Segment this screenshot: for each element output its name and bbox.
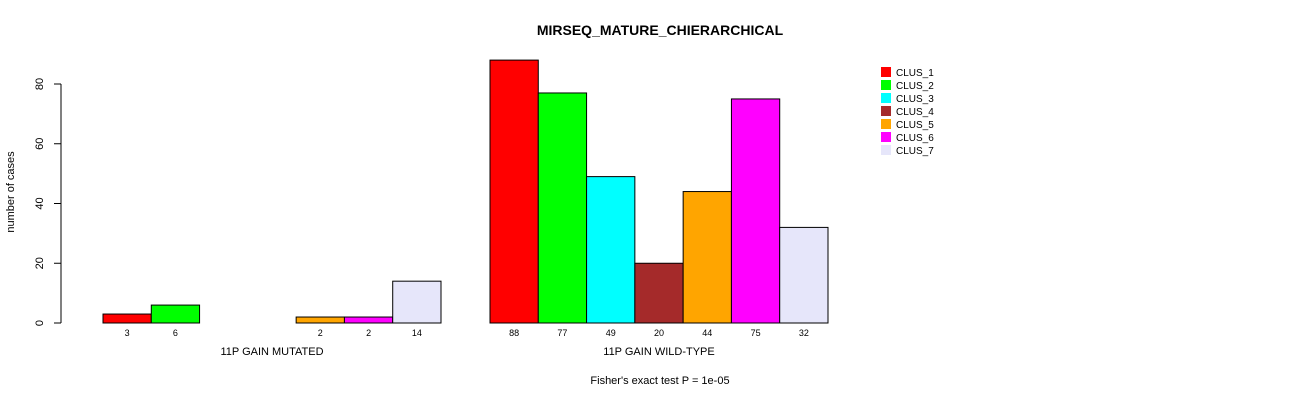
bar-clus_1	[102, 313, 152, 324]
bar-clus_7	[392, 280, 442, 324]
bar-clus_2	[150, 304, 201, 324]
bar-value-label: 75	[751, 328, 761, 338]
y-tick-label: 80	[34, 78, 46, 90]
group-label: 11P GAIN WILD-TYPE	[603, 346, 714, 358]
bar-value-label: 44	[702, 328, 712, 338]
y-tick-label: 0	[34, 320, 46, 326]
legend-swatch	[881, 132, 891, 142]
bar-clus_5	[295, 316, 345, 324]
bar-clus_7	[779, 226, 829, 324]
bar-clus_4	[634, 262, 684, 324]
bar-value-label: 6	[173, 328, 178, 338]
bar-value-label: 88	[509, 328, 519, 338]
legend-label: CLUS_3	[896, 94, 934, 105]
footnote: Fisher's exact test P = 1e-05	[590, 375, 729, 387]
bar-clus_5	[682, 191, 732, 324]
legend-label: CLUS_7	[896, 146, 934, 157]
y-tick-label: 20	[34, 257, 46, 269]
bar-clus_1	[489, 59, 539, 324]
legend-label: CLUS_4	[896, 107, 934, 118]
bar-clus_2	[537, 92, 588, 324]
bar-value-label: 20	[654, 328, 664, 338]
legend-label: CLUS_2	[896, 81, 934, 92]
bar-clus_6	[343, 316, 394, 324]
bar-clus_6	[730, 98, 781, 324]
legend-swatch	[881, 106, 891, 116]
legend-label: CLUS_6	[896, 133, 934, 144]
bar-value-label: 32	[799, 328, 809, 338]
y-tick-label: 60	[34, 138, 46, 150]
legend-label: CLUS_5	[896, 120, 934, 131]
bar-value-label: 2	[318, 328, 323, 338]
y-axis-label: number of cases	[5, 151, 17, 233]
legend-swatch	[881, 80, 891, 90]
chart-title: MIRSEQ_MATURE_CHIERARCHICAL	[537, 22, 784, 38]
bar-clus_3	[586, 176, 636, 324]
bar-value-label: 49	[606, 328, 616, 338]
legend-swatch	[881, 67, 891, 77]
bar-value-label: 14	[412, 328, 422, 338]
legend-label: CLUS_1	[896, 68, 934, 79]
bar-value-label: 3	[125, 328, 130, 338]
bar-value-label: 77	[557, 328, 567, 338]
legend-swatch	[881, 119, 891, 129]
group-label: 11P GAIN MUTATED	[220, 346, 323, 358]
bar-value-label: 2	[366, 328, 371, 338]
y-tick-label: 40	[34, 197, 46, 209]
legend-swatch	[881, 145, 891, 155]
legend-swatch	[881, 93, 891, 103]
